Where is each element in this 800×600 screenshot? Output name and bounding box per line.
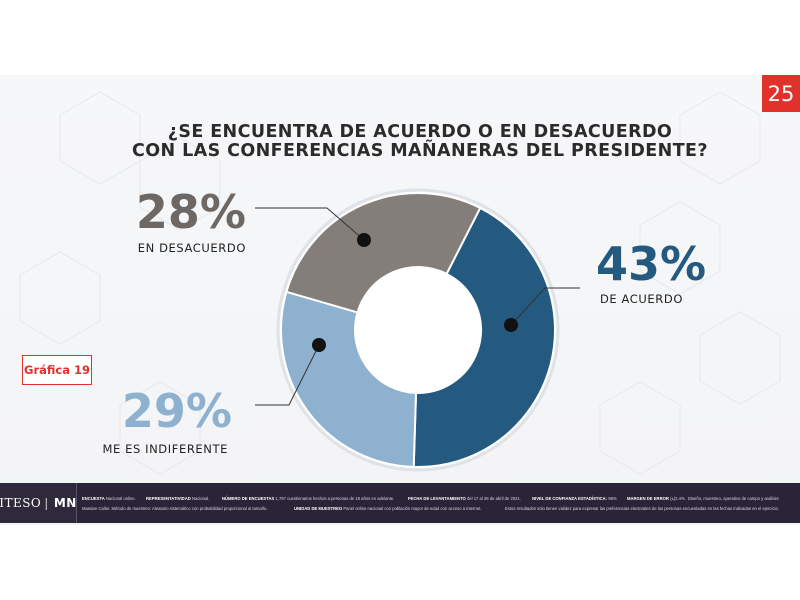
- donut-chart: 43%DE ACUERDO 29% ME ES INDIFERENTE 28% EN D…: [102, 185, 706, 472]
- leader-line: [510, 287, 580, 326]
- slice-value-label: 28%: [136, 185, 246, 239]
- hexagon-background: [19, 91, 781, 475]
- figure-label: Gráfica 19: [22, 355, 92, 385]
- footer-item: NÚMERO DE ENCUESTAS 1,797 cuestionarios …: [222, 496, 395, 501]
- slice-category-label: DE ACUERDO: [600, 292, 683, 306]
- page-number: 25: [762, 75, 800, 112]
- logo-mn: MN: [53, 496, 77, 510]
- donut-outer-ring: [276, 188, 560, 472]
- title-line-2: CON LAS CONFERENCIAS MAÑANERAS DEL PRESI…: [132, 141, 708, 161]
- slice-marker-dot: [357, 233, 371, 247]
- footer-item: MARGEN DE ERROR (±)2.4%.: [627, 496, 686, 501]
- slice-category-label: EN DESACUERDO: [138, 241, 246, 255]
- donut-slice-me-es-indiferente: [280, 290, 418, 468]
- footer-item: Massive Caller. Método de muestreo: Alea…: [82, 506, 268, 511]
- leader-line: [255, 344, 320, 406]
- footer-item: ENCUESTA Nacional online.: [82, 496, 136, 501]
- footer-item: NIVEL DE CONFIANZA ESTADÍSTICA: 95%: [532, 496, 617, 501]
- iteso-mn-logo: ITESO | MN: [0, 483, 77, 523]
- leader-line: [255, 207, 365, 241]
- donut-slice-en-desacuerdo: [285, 192, 482, 314]
- slice-marker-dot: [504, 318, 518, 332]
- footer-item: Estos resultados solo tienen validez par…: [505, 506, 779, 511]
- footer-item: UNIDAD DE MUESTREO Panel online nacional…: [294, 506, 482, 511]
- logo-iteso: ITESO: [0, 496, 42, 510]
- donut-slice-de-acuerdo: [412, 206, 556, 468]
- donut-hole: [356, 268, 480, 392]
- slide: 25 ¿SE ENCUENTRA DE ACUERDO O EN DESACUE…: [0, 75, 800, 525]
- chart-title: ¿SE ENCUENTRA DE ACUERDO O EN DESACUERDO…: [100, 123, 740, 161]
- slice-value-label: 29%: [122, 384, 232, 438]
- slice-category-label: ME ES INDIFERENTE: [102, 442, 228, 456]
- footer-bar: ITESO | MN ENCUESTA Nacional online. REP…: [0, 483, 800, 523]
- footer-item: REPRESENTATIVIDAD Nacional.: [146, 496, 210, 501]
- footer-item: Diseño, muestreo, operativo de campo y a…: [688, 496, 780, 501]
- title-line-1: ¿SE ENCUENTRA DE ACUERDO O EN DESACUERDO: [167, 122, 673, 142]
- slice-value-label: 43%: [596, 237, 706, 291]
- slice-marker-dot: [312, 338, 326, 352]
- footer-item: FECHA DE LEVANTAMIENTO del 17 al 28 de a…: [408, 496, 521, 501]
